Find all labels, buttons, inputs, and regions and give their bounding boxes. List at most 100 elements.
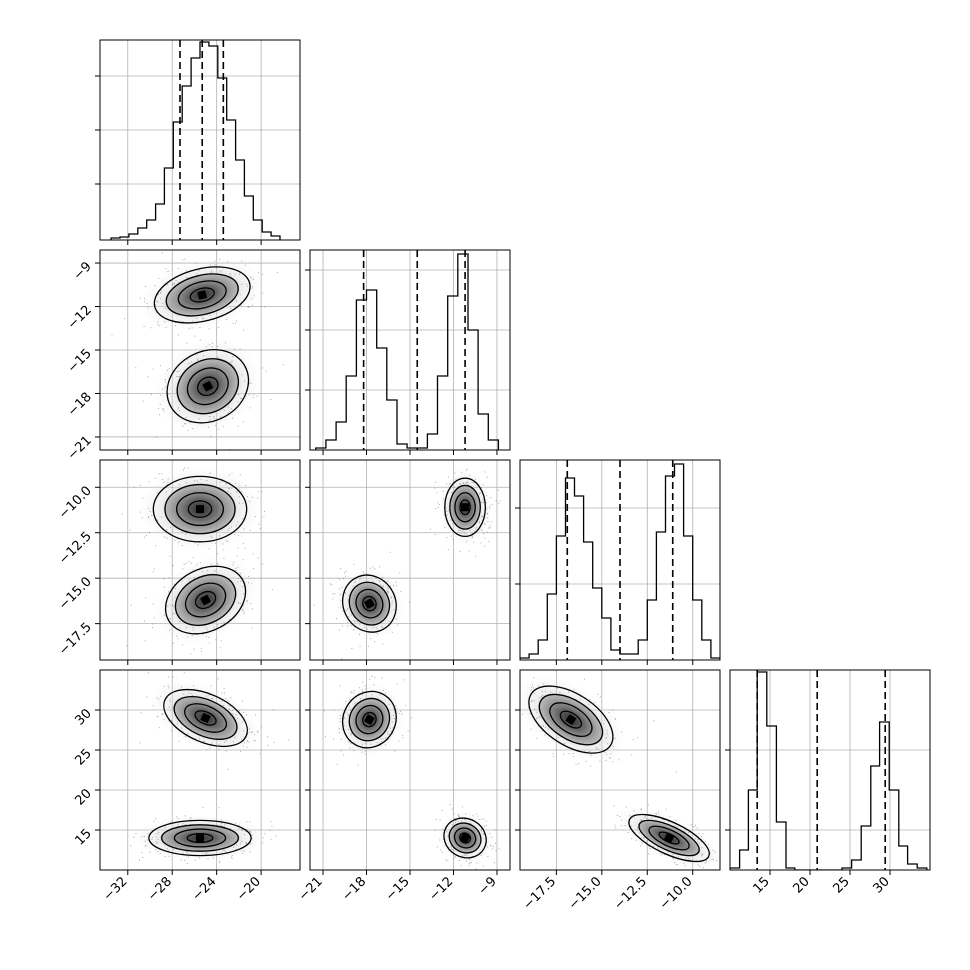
y-tick-label: −12 [65, 303, 95, 333]
x-tick-label: 25 [831, 874, 853, 896]
contour-level-0 [528, 685, 614, 754]
x-tick-label: −10.0 [657, 874, 696, 913]
x-tick-label: −24 [189, 874, 219, 904]
density-peak [461, 503, 470, 512]
contour-level-2 [184, 582, 227, 618]
y-tick-label: −15 [65, 346, 95, 376]
contour-level-2 [186, 367, 229, 406]
contour-level-2 [355, 588, 384, 619]
y-tick-label: −15.0 [56, 574, 95, 613]
contour-level-0 [342, 574, 397, 633]
y-tick-label: 15 [73, 826, 95, 848]
tick-marks [515, 507, 694, 665]
histogram-step-1 [315, 253, 500, 450]
density-cluster-0 [111, 252, 278, 337]
contour-level-2 [184, 703, 228, 733]
y-tick-label: −18 [65, 390, 95, 420]
density-cluster-1 [434, 804, 510, 870]
density-peak [663, 832, 675, 844]
tick-marks [95, 709, 262, 875]
y-tick-label: 20 [73, 786, 95, 808]
contour-level-2 [453, 827, 477, 849]
contour-level-0 [166, 349, 250, 424]
contour-level-3 [187, 500, 213, 518]
contour-level-3 [196, 376, 219, 397]
panel-frame [729, 669, 931, 871]
x-tick-label: −9 [476, 874, 500, 898]
scatter-panel-1-0: −21 −18 −15 −12 −9 [65, 249, 301, 463]
scatter-points [130, 806, 277, 864]
x-tick-label: −28 [145, 874, 175, 904]
scatter-panel-2-1 [305, 459, 511, 665]
scatter-panel-2-0: −17.5 −15.0 −12.5 −10.0 [56, 459, 301, 665]
density-cluster-0 [430, 468, 501, 557]
contour-level-2 [173, 828, 227, 848]
contour-level-1 [165, 273, 239, 317]
density-cluster-1 [130, 806, 277, 864]
contour-level-1 [173, 696, 238, 740]
contour-level-2 [454, 492, 476, 523]
density-peak [200, 594, 211, 606]
contour-level-1 [538, 693, 604, 746]
panel-frame [99, 39, 301, 241]
contour-level-1 [164, 483, 236, 535]
contour-level-0 [341, 690, 397, 749]
contour-level-0 [443, 817, 487, 859]
hist-panel-3: 15 20 25 30 [725, 669, 931, 897]
contour-level-3 [459, 832, 472, 844]
contour-level-1 [174, 574, 237, 626]
contour-level-3 [189, 287, 215, 303]
contour-level-2 [549, 702, 593, 738]
contour-level-3 [559, 710, 583, 729]
contour-level-3 [194, 710, 217, 726]
contour-level-2 [648, 825, 690, 851]
y-tick-label: −12.5 [56, 529, 95, 568]
x-tick-label: −17.5 [520, 874, 559, 913]
histogram-step-3 [730, 671, 928, 870]
scatter-panel-3-1: −21 −18 −15 −12 −9 [296, 669, 511, 904]
contour-level-1 [449, 484, 481, 530]
scatter-panel-3-2: −17.5 −15.0 −12.5 −10.0 [515, 669, 721, 913]
contour-level-3 [459, 499, 471, 516]
x-tick-label: −15 [383, 874, 413, 904]
density-cluster-1 [126, 548, 273, 655]
contour-level-0 [153, 266, 251, 324]
contour-level-1 [176, 358, 239, 415]
y-tick-label: 25 [73, 746, 95, 768]
x-tick-label: −12.5 [611, 874, 650, 913]
contour-level-3 [186, 832, 214, 844]
contour-level-0 [628, 813, 710, 863]
grid-lines [310, 250, 510, 450]
grid-lines [730, 670, 930, 870]
contour-level-1 [161, 824, 239, 852]
contour-level-0 [148, 819, 252, 857]
contour-level-1 [638, 819, 700, 857]
tick-marks [95, 486, 262, 665]
density-peak [196, 834, 204, 842]
density-peak [196, 505, 204, 514]
contour-level-0 [164, 565, 247, 635]
tick-marks [305, 269, 498, 455]
tick-marks [95, 262, 262, 455]
hist-panel-2 [515, 459, 721, 665]
x-tick-label: −21 [296, 874, 326, 904]
x-tick-label: −12 [426, 874, 456, 904]
tick-marks [725, 749, 891, 875]
y-tick-label: −9 [71, 259, 95, 283]
panel-frame [99, 669, 301, 871]
density-cluster-0 [520, 676, 677, 773]
y-tick-label: −10.0 [56, 484, 95, 523]
density-cluster-0 [121, 460, 265, 555]
hist-panel-0 [95, 39, 301, 245]
y-tick-label: 30 [73, 706, 95, 728]
grid-lines [100, 40, 300, 240]
x-tick-label: −32 [101, 874, 131, 904]
contour-level-0 [444, 477, 487, 538]
tick-marks [305, 486, 498, 665]
panel-frame [99, 459, 301, 661]
contour-level-1 [348, 581, 391, 626]
density-cluster-0 [139, 670, 290, 770]
x-tick-label: 20 [791, 874, 813, 896]
contour-level-1 [348, 697, 391, 742]
